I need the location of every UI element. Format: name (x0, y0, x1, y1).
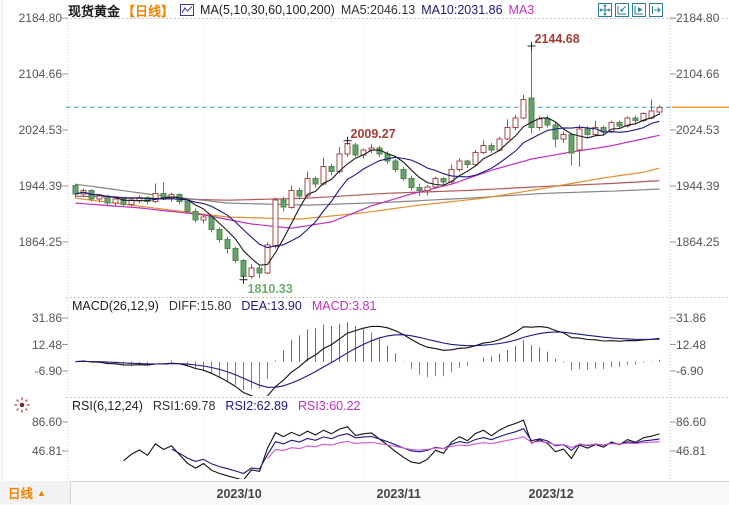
price-axis-label: 1864.25 (676, 235, 720, 249)
diff-value: DIFF:15.80 (168, 299, 232, 313)
date-axis-label: 2023/10 (216, 487, 262, 501)
ma-settings-label: MA(5,10,30,60,100,200) (200, 3, 335, 17)
rsi-settings-label: RSI(6,12,24) (72, 399, 143, 413)
line-chart-icon (180, 4, 195, 16)
axis-play-icon[interactable] (632, 3, 646, 17)
rsi-panel-header: RSI(6,12,24) RSI1:69.78 RSI2:62.89 RSI3:… (72, 399, 361, 413)
price-axis-label: 1944.39 (18, 178, 62, 193)
rsi1-value: RSI1:69.78 (152, 399, 216, 413)
price-annotation: 2009.27 (350, 126, 396, 141)
price-axis-label: 2184.80 (676, 11, 720, 25)
ma30-value-truncated: MA3 (508, 3, 535, 17)
rsi-axis-label: 46.81 (676, 444, 707, 458)
rsi-axis-label: 46.81 (31, 444, 62, 458)
period-selector[interactable]: 日线 ▲ (0, 481, 71, 504)
bottom-axis-bar (0, 481, 729, 505)
price-axis-label: 2104.66 (676, 67, 720, 81)
macd-axis-label: 12.48 (31, 337, 62, 352)
price-axis-label: 1944.39 (676, 178, 720, 193)
period-arrow-icon: ▲ (37, 487, 46, 498)
macd-axis-label: -6.90 (34, 364, 62, 378)
date-axis-label: 2023/11 (376, 487, 422, 501)
ma5-value: MA5:2046.13 (340, 3, 416, 17)
symbol-name: 现货黄金 (68, 3, 121, 19)
macd-panel-header: MACD(26,12,9) DIFF:15.80 DEA:13.90 MACD:… (72, 299, 376, 313)
chart-toolbar (598, 3, 663, 17)
macd-axis-label: 12.48 (676, 337, 707, 352)
ma10-value: MA10:2031.86 (421, 3, 503, 17)
dea-value: DEA:13.90 (241, 299, 302, 313)
period-label: 日线 (8, 487, 34, 501)
macd-settings-label: MACD(26,12,9) (72, 299, 159, 313)
price-axis-label: 2024.53 (18, 122, 62, 137)
rsi2-value: RSI2:62.89 (225, 399, 288, 413)
price-axis-label: 2184.80 (18, 11, 62, 25)
date-axis-label: 2023/12 (528, 487, 574, 501)
macd-axis-label: -6.90 (676, 364, 704, 378)
price-annotation: 2144.68 (534, 32, 580, 47)
price-axis-label: 2024.53 (676, 122, 720, 137)
shift-right-icon[interactable] (649, 3, 663, 17)
rsi-axis-label: 86.60 (31, 415, 62, 429)
price-axis-label: 1864.25 (18, 235, 62, 249)
chart-header: 现货黄金 【日线】 MA(5,10,30,60,100,200) MA5:2046… (68, 2, 535, 19)
indicator-settings-sun-icon[interactable] (13, 396, 31, 414)
macd-value: MACD:3.81 (311, 299, 377, 313)
rsi-axis-label: 86.60 (676, 415, 707, 429)
price-axis-label: 2104.66 (18, 67, 62, 81)
period-tag: 【日线】 (122, 3, 175, 19)
price-annotation: 1810.33 (247, 281, 293, 296)
axis-zoom-icon[interactable] (615, 3, 629, 17)
rsi3-value: RSI3:60.22 (297, 399, 361, 413)
pan-icon[interactable] (598, 3, 612, 17)
macd-axis-label: 31.86 (676, 311, 707, 325)
macd-axis-label: 31.86 (31, 311, 62, 325)
